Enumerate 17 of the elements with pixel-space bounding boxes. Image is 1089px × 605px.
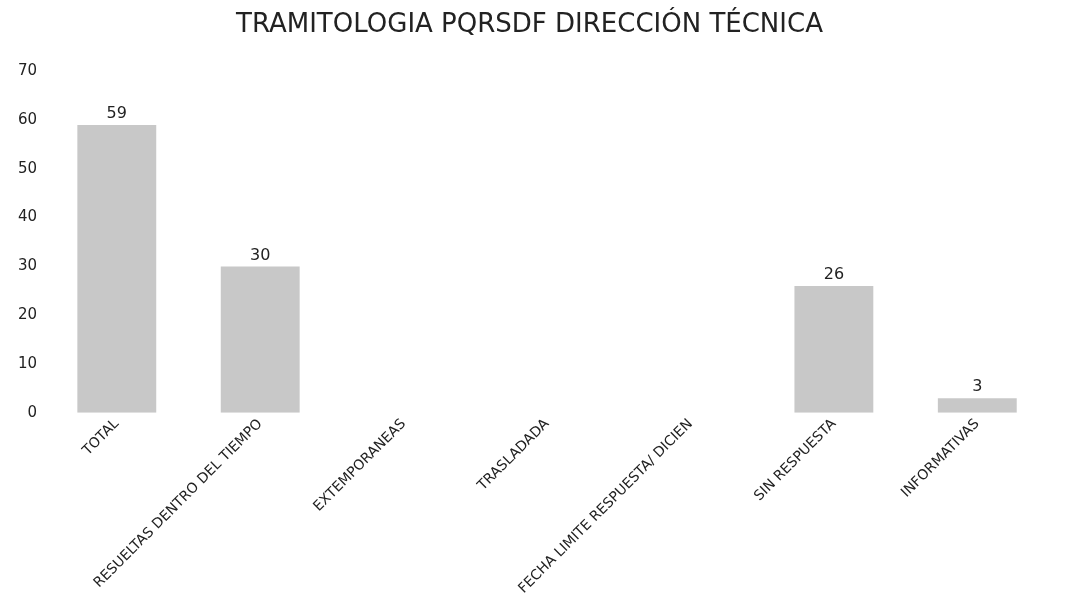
data-label: 3 [972,376,983,396]
y-tick-label: 0 [27,402,38,421]
data-label: 26 [823,264,845,284]
y-tick-label: 40 [17,207,38,226]
data-label: 30 [250,244,271,264]
y-tick-label: 50 [17,158,38,177]
y-tick-label: 20 [17,305,38,324]
bar [937,398,1017,413]
y-tick-label: 60 [17,109,38,128]
bar [220,266,300,413]
y-tick-label: 70 [17,61,38,80]
bar [77,124,157,413]
data-label: 59 [106,103,127,123]
y-tick-label: 10 [17,353,38,372]
y-tick-label: 30 [17,256,38,275]
chart-title: TRAMITOLOGIA PQRSDF DIRECCIÓN TÉCNICA [235,7,824,39]
bar [794,285,874,413]
